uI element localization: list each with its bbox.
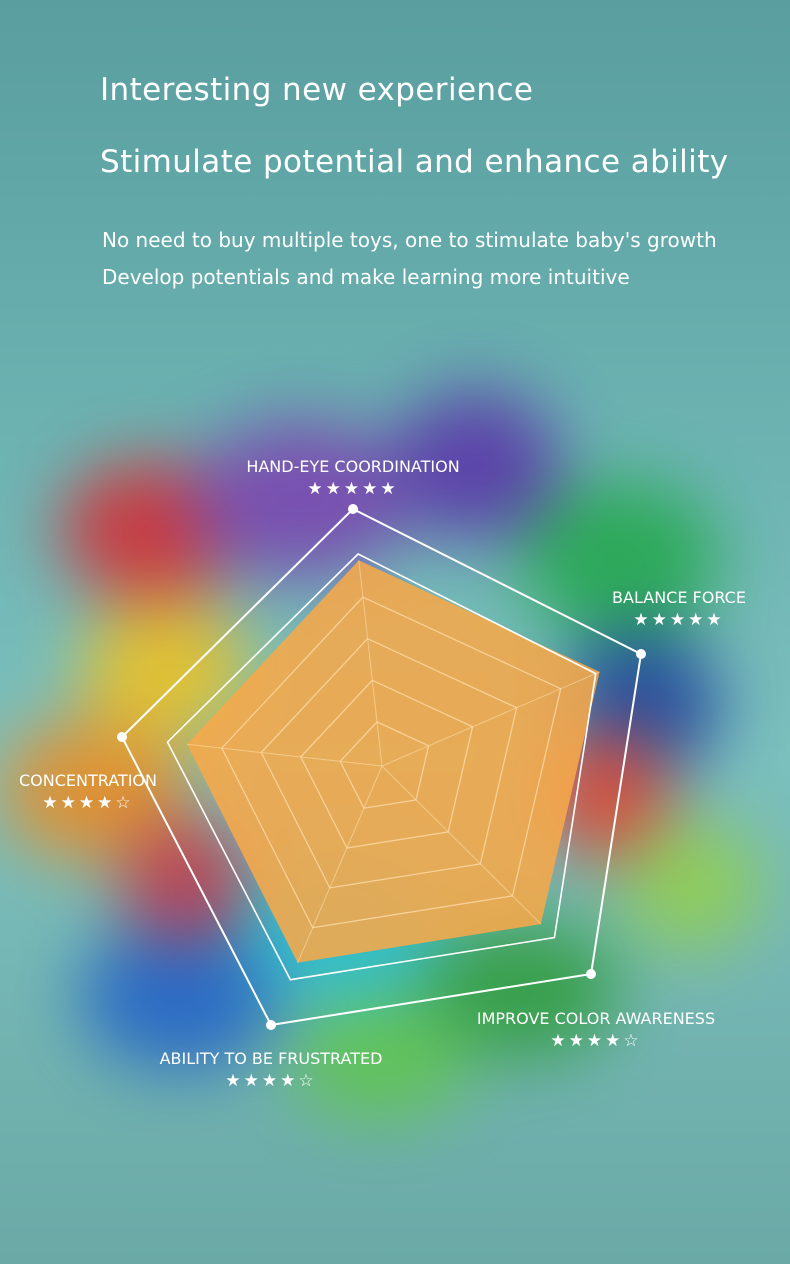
radar-vertex-dot: [348, 504, 358, 514]
radar-second-frame: [166, 553, 597, 981]
radar-outer-frame: [120, 507, 643, 1027]
rating-stars-hand-eye: ★★★★★: [307, 479, 398, 499]
radar-spoke: [358, 560, 383, 767]
radar-grid-ring-1: [339, 721, 430, 809]
radar-spoke: [381, 671, 600, 767]
rating-stars-color-awareness: ★★★★☆: [550, 1031, 641, 1051]
radar-vertex-dot: [266, 1020, 276, 1030]
axis-label-balance: BALANCE FORCE: [612, 588, 746, 607]
rating-stars-balance: ★★★★★: [633, 610, 724, 630]
radar-spoke: [297, 765, 383, 964]
axis-label-hand-eye: HAND-EYE COORDINATION: [246, 457, 459, 476]
page-title: Interesting new experience: [100, 72, 534, 108]
axis-label-concentration: CONCENTRATION: [19, 771, 157, 790]
radar-vertex-dot: [586, 969, 596, 979]
radar-grid-ring-3: [260, 637, 518, 889]
radar-spoke: [186, 743, 383, 767]
radar-spoke: [381, 765, 542, 925]
description-line-1: No need to buy multiple toys, one to sti…: [102, 228, 717, 252]
radar-grid-ring-2: [300, 679, 474, 849]
axis-label-color-awareness: IMPROVE COLOR AWARENESS: [477, 1009, 715, 1028]
radar-vertex-dot: [636, 649, 646, 659]
radar-vertex-dot: [117, 732, 127, 742]
page-subtitle: Stimulate potential and enhance ability: [100, 144, 729, 180]
rating-stars-concentration: ★★★★☆: [42, 793, 133, 813]
rating-stars-frustration: ★★★★☆: [225, 1071, 316, 1091]
description-line-2: Develop potentials and make learning mor…: [102, 265, 630, 289]
radar-grid-ring-4: [221, 596, 562, 929]
axis-label-frustration: ABILITY TO BE FRUSTRATED: [160, 1049, 383, 1068]
